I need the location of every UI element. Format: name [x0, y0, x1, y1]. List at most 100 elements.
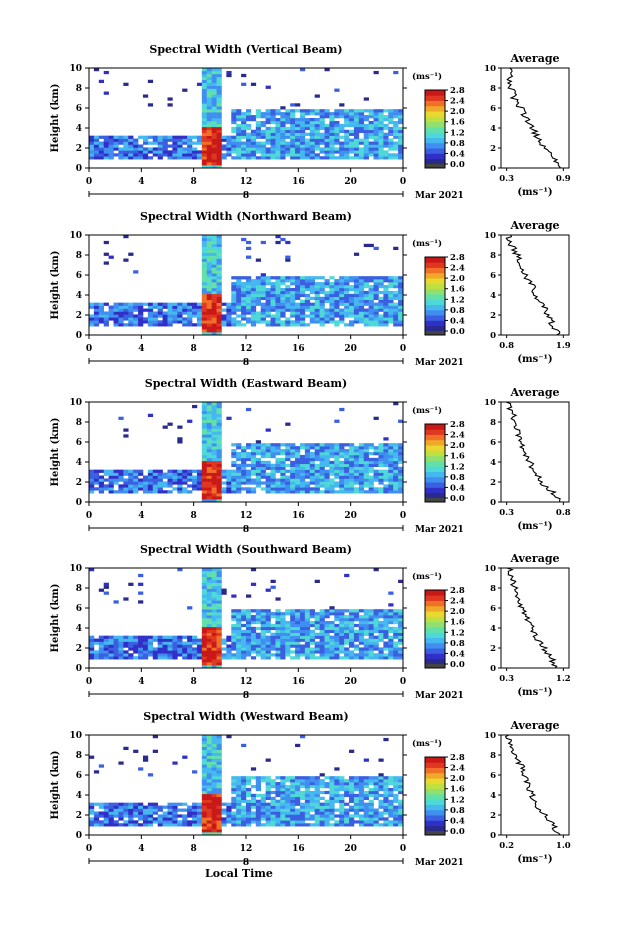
heatmap-cell — [216, 446, 222, 450]
heatmap-cell — [275, 776, 281, 780]
heatmap-cell — [98, 153, 105, 157]
heatmap-cell — [358, 799, 365, 803]
heatmap-cell — [270, 109, 276, 113]
heatmap-cell — [314, 449, 320, 453]
heatmap-cell — [265, 153, 271, 157]
heatmap-cell — [339, 609, 345, 613]
heatmap-cell — [373, 463, 379, 468]
heatmap-cell — [133, 150, 139, 154]
heatmap-cell — [216, 735, 222, 739]
heatmap-cell — [373, 820, 379, 824]
heatmap-cell — [206, 626, 212, 631]
heatmap-cell — [368, 144, 374, 148]
heatmap-cell — [182, 650, 188, 654]
heatmap-cell — [363, 796, 369, 801]
heatmap-cell — [157, 147, 163, 151]
heatmap-cell — [314, 808, 320, 812]
heatmap-cell — [93, 311, 100, 315]
heatmap-cell — [123, 317, 129, 321]
heatmap-cell — [344, 629, 350, 634]
heatmap-cell — [349, 287, 355, 292]
heatmap-cell — [241, 118, 247, 122]
heatmap-cell — [138, 767, 144, 771]
heatmap-cell — [329, 135, 335, 139]
heatmap-cell — [339, 805, 345, 809]
heatmap-cell — [133, 156, 139, 160]
heatmap-cell — [304, 299, 311, 303]
heatmap-cell — [324, 790, 330, 795]
heatmap-cell — [344, 129, 350, 134]
heatmap-cell — [187, 490, 193, 494]
heatmap-cell — [246, 153, 252, 157]
heatmap-cell — [260, 115, 266, 119]
colorbar-tick-label: 0.4 — [450, 316, 465, 326]
heatmap-cell — [182, 153, 188, 157]
heatmap-cell — [280, 106, 286, 110]
heatmap-cell — [388, 129, 394, 134]
heatmap-cell — [295, 475, 301, 479]
heatmap-cell — [201, 419, 208, 423]
heatmap-cell — [349, 796, 355, 801]
heatmap-cell — [216, 332, 222, 336]
heatmap-cell — [393, 475, 399, 479]
heatmap-cell — [319, 820, 325, 824]
heatmap-cell — [319, 323, 325, 327]
heatmap-cell — [162, 153, 168, 157]
heatmap-cell — [329, 320, 335, 324]
heatmap-cell — [285, 635, 291, 639]
heatmap-cell — [133, 144, 139, 148]
heatmap-cell — [334, 615, 340, 619]
heatmap-cell — [378, 785, 384, 789]
heatmap-cell — [363, 454, 369, 459]
heatmap-cell — [324, 156, 330, 160]
heatmap-cell — [383, 609, 389, 613]
heatmap-cell — [260, 823, 266, 827]
heatmap-cell — [206, 609, 212, 613]
heatmap-cell — [334, 323, 340, 327]
heatmap-cell — [344, 443, 350, 447]
heatmap-cell — [270, 296, 276, 301]
heatmap-cell — [206, 493, 212, 497]
x-axis-title: Local Time — [205, 867, 273, 880]
heatmap-cell — [241, 808, 247, 812]
heatmap-cell — [324, 623, 330, 628]
heatmap-cell — [353, 647, 360, 651]
heatmap-cell — [304, 449, 311, 453]
heatmap-cell — [334, 650, 340, 654]
heatmap-cell — [206, 320, 212, 324]
heatmap-cell — [363, 156, 369, 160]
heatmap-cell — [368, 623, 374, 628]
heatmap-cell — [201, 618, 208, 622]
heatmap-cell — [260, 153, 266, 157]
heatmap-cell — [329, 317, 335, 321]
colorbar-frame — [424, 756, 446, 836]
heatmap-cell — [201, 568, 208, 572]
heatmap-cell — [231, 609, 237, 613]
heatmap-cell — [93, 305, 100, 309]
heatmap-cell — [363, 472, 369, 476]
colorbar-segment — [425, 299, 445, 305]
heatmap-cell — [147, 808, 154, 812]
heatmap-cell — [275, 635, 281, 639]
heatmap-cell — [98, 302, 105, 306]
heatmap-cell — [398, 629, 404, 634]
heatmap-cell — [295, 478, 301, 482]
heatmap-cell — [329, 808, 335, 812]
heatmap-cell — [285, 808, 291, 812]
heatmap-cell — [206, 419, 212, 423]
heatmap-cell — [373, 469, 379, 473]
heatmap-cell — [275, 449, 281, 453]
heatmap-cell — [388, 478, 394, 482]
heatmap-cell — [133, 475, 139, 479]
heatmap-cell — [383, 276, 389, 280]
heatmap-cell — [118, 314, 124, 318]
heatmap-cell — [304, 475, 311, 479]
heatmap-cell — [89, 568, 95, 572]
heatmap-cell — [231, 623, 237, 628]
heatmap-cell — [255, 472, 262, 476]
heatmap-cell — [388, 481, 394, 485]
heatmap-cell — [187, 647, 193, 651]
y-tick-label: 2 — [76, 478, 82, 488]
heatmap-cell — [216, 82, 222, 86]
heatmap-cell — [388, 591, 394, 595]
